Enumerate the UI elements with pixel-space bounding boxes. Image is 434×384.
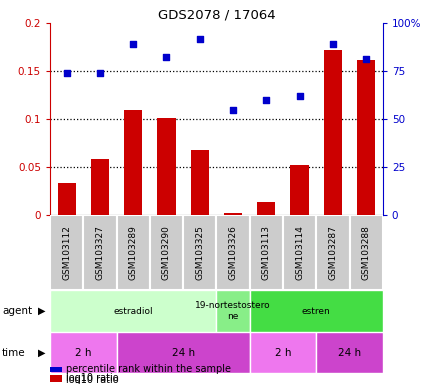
Bar — [116, 215, 149, 290]
Bar — [216, 290, 249, 332]
Text: log10 ratio: log10 ratio — [66, 375, 118, 384]
Bar — [50, 290, 216, 332]
Point — [163, 53, 170, 60]
Bar — [283, 215, 316, 290]
Bar — [50, 367, 62, 372]
Bar — [190, 150, 208, 215]
Text: agent: agent — [2, 306, 32, 316]
Text: GSM103325: GSM103325 — [195, 225, 204, 280]
Text: GSM103113: GSM103113 — [261, 225, 270, 280]
Bar — [249, 215, 283, 290]
Bar — [256, 202, 275, 215]
Text: estradiol: estradiol — [113, 306, 153, 316]
Bar — [50, 376, 62, 380]
Text: GSM103287: GSM103287 — [328, 225, 337, 280]
Bar — [91, 159, 109, 215]
Text: ▶: ▶ — [38, 348, 46, 358]
Text: log10 ratio: log10 ratio — [66, 373, 118, 383]
Bar — [149, 215, 183, 290]
Point — [329, 41, 335, 47]
Text: 2 h: 2 h — [75, 348, 91, 358]
Text: GSM103326: GSM103326 — [228, 225, 237, 280]
Text: ▶: ▶ — [38, 306, 46, 316]
Bar — [116, 332, 249, 373]
Text: GSM103288: GSM103288 — [361, 225, 370, 280]
Point — [63, 70, 70, 76]
Bar — [249, 290, 382, 332]
Text: 24 h: 24 h — [337, 348, 360, 358]
Bar — [290, 165, 308, 215]
Bar — [349, 215, 382, 290]
Text: time: time — [2, 348, 26, 358]
Bar — [316, 332, 382, 373]
Point — [96, 70, 103, 76]
Point — [296, 93, 302, 99]
Text: GSM103289: GSM103289 — [128, 225, 138, 280]
Bar — [83, 215, 116, 290]
Bar — [356, 60, 375, 215]
Text: 19-nortestostero
ne: 19-nortestostero ne — [195, 301, 270, 321]
Bar — [50, 332, 116, 373]
Point — [262, 97, 269, 103]
Text: percentile rank within the sample: percentile rank within the sample — [66, 364, 230, 374]
Title: GDS2078 / 17064: GDS2078 / 17064 — [157, 9, 275, 22]
Bar — [249, 332, 316, 373]
Bar — [124, 111, 142, 215]
Text: 24 h: 24 h — [171, 348, 194, 358]
Bar — [224, 213, 242, 215]
Bar — [50, 377, 62, 382]
Bar — [316, 215, 349, 290]
Point — [362, 56, 369, 62]
Text: estren: estren — [301, 306, 330, 316]
Bar — [50, 215, 83, 290]
Bar — [157, 118, 175, 215]
Bar — [216, 215, 249, 290]
Text: GSM103327: GSM103327 — [95, 225, 104, 280]
Text: GSM103112: GSM103112 — [62, 225, 71, 280]
Bar — [57, 184, 76, 215]
Text: GSM103290: GSM103290 — [161, 225, 171, 280]
Bar — [323, 50, 341, 215]
Text: GSM103114: GSM103114 — [294, 225, 303, 280]
Bar — [183, 215, 216, 290]
Point — [129, 41, 136, 47]
Text: 2 h: 2 h — [274, 348, 290, 358]
Point — [196, 36, 203, 43]
Point — [229, 107, 236, 114]
